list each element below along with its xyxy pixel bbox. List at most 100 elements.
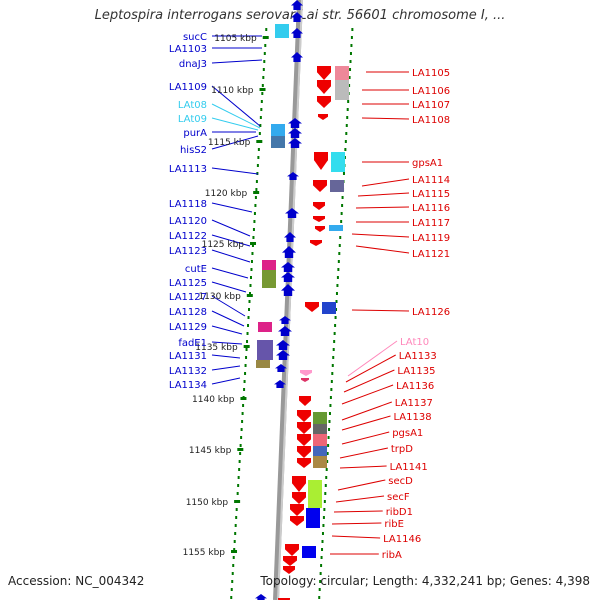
gene-label: LA1131 xyxy=(169,351,207,362)
right-tick-dot xyxy=(331,372,334,375)
right-tick-dot xyxy=(332,356,335,359)
label-connector xyxy=(341,431,390,445)
kbp-label: 1110 kbp xyxy=(211,86,254,96)
left-tick-dot xyxy=(254,196,257,199)
label-connector xyxy=(211,295,246,317)
left-tick-dot xyxy=(241,412,244,415)
right-tick-dot xyxy=(344,140,347,143)
feature-arrow-down xyxy=(305,302,319,312)
accession-text: Accession: NC_004342 xyxy=(8,574,145,588)
right-tick-dot xyxy=(320,556,323,559)
tick-marks xyxy=(230,28,354,599)
right-tick-dot xyxy=(327,436,330,439)
topology-text: Topology: circular; Length: 4,332,241 bp… xyxy=(260,574,590,588)
right-tick-dot xyxy=(347,100,350,103)
gene-label: LA1109 xyxy=(169,82,207,93)
label-connector xyxy=(211,85,261,127)
label-connector xyxy=(361,178,410,187)
feature-box xyxy=(313,456,327,468)
left-tick-dot xyxy=(260,108,263,111)
gene-label: purA xyxy=(183,128,207,139)
feature-arrow-down xyxy=(314,152,328,170)
left-tick-dot xyxy=(249,276,252,279)
left-tick-dot xyxy=(261,84,264,87)
kbp-major-tick xyxy=(253,191,260,194)
gene-label: LA1107 xyxy=(412,100,450,111)
right-tick-dot xyxy=(318,588,321,591)
label-connector xyxy=(211,377,241,385)
right-tick-dot xyxy=(320,564,323,567)
left-tick-dot xyxy=(251,252,254,255)
label-connector xyxy=(211,103,261,129)
feature-arrow-up xyxy=(279,316,291,324)
left-tick-dot xyxy=(252,228,255,231)
kbp-label: 1125 kbp xyxy=(202,240,245,250)
label-connector xyxy=(211,249,251,263)
label-connector xyxy=(211,325,243,335)
label-connector xyxy=(211,365,241,371)
gene-label: LA1128 xyxy=(169,307,207,318)
feature-arrow-up xyxy=(255,594,267,600)
feature-box xyxy=(330,180,344,192)
label-connector xyxy=(211,59,263,64)
left-tick-dot xyxy=(244,372,247,375)
label-connector xyxy=(337,479,386,491)
gene-label: LA1127 xyxy=(169,292,207,303)
kbp-major-tick xyxy=(250,242,257,245)
feature-box xyxy=(313,434,327,446)
gene-label: dnaJ3 xyxy=(179,59,207,70)
left-tick-dot xyxy=(252,236,255,239)
feature-arrow-down xyxy=(317,66,331,80)
label-connector xyxy=(211,234,251,247)
kbp-major-tick xyxy=(237,448,244,451)
gene-label: LA1120 xyxy=(169,216,207,227)
gene-label: LA1106 xyxy=(412,86,450,97)
gene-label: ribD1 xyxy=(386,507,413,518)
right-tick-dot xyxy=(335,308,338,311)
feature-arrow-up xyxy=(291,52,303,62)
feature-arrow-down xyxy=(313,180,327,192)
backbone-highlight xyxy=(277,0,303,600)
feature-arrow-down xyxy=(292,492,306,504)
label-connector xyxy=(341,415,391,431)
left-tick-dot xyxy=(257,156,260,159)
left-tick-dot xyxy=(260,100,263,103)
right-tick-dot xyxy=(321,548,324,551)
gene-label: LA1116 xyxy=(412,203,450,214)
feature-box xyxy=(335,80,349,100)
right-tick-dot xyxy=(346,108,349,111)
right-tick-dot xyxy=(339,236,342,239)
kbp-label: 1115 kbp xyxy=(208,138,251,148)
left-tick-dot xyxy=(232,564,235,567)
feature-arrow-down xyxy=(300,370,312,376)
right-tick-dot xyxy=(332,348,335,351)
gene-label: LA1129 xyxy=(169,322,207,333)
right-tick-dot xyxy=(328,428,331,431)
left-tick-dot xyxy=(236,492,239,495)
feature-arrow-down xyxy=(313,216,325,222)
kbp-major-tick xyxy=(259,88,266,91)
left-tick-dot xyxy=(249,284,252,287)
feature-box xyxy=(257,340,273,360)
right-tick-dot xyxy=(351,28,354,31)
right-tick-dot xyxy=(334,324,337,327)
right-tick-dot xyxy=(348,84,351,87)
left-tick-dot xyxy=(243,380,246,383)
gene-label: LA1125 xyxy=(169,278,207,289)
label-connector xyxy=(343,369,395,393)
left-tick-dot xyxy=(234,524,237,527)
left-tick-dot xyxy=(255,188,258,191)
right-tick-dot xyxy=(338,252,341,255)
gene-label: LA1123 xyxy=(169,246,207,257)
feature-arrow-up xyxy=(281,262,295,272)
left-tick-dot xyxy=(264,44,267,47)
gene-label: fadE1 xyxy=(178,338,207,349)
left-tick-dot xyxy=(238,468,241,471)
kbp-major-tick xyxy=(240,397,247,400)
feature-arrow-up xyxy=(291,0,303,10)
gene-label: hisS2 xyxy=(180,145,207,156)
feature-arrow-up xyxy=(288,118,302,128)
left-tick-dot xyxy=(253,220,256,223)
left-tick-dot xyxy=(255,180,258,183)
right-tick-dot xyxy=(325,476,328,479)
